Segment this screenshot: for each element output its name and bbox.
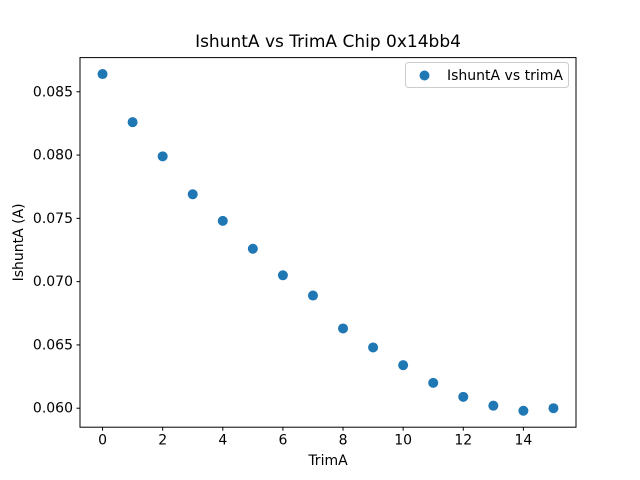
legend-box <box>405 62 569 88</box>
data-point <box>127 117 138 128</box>
data-point <box>97 69 108 80</box>
y-tick-label: 0.060 <box>33 401 73 417</box>
x-axis-label: TrimA <box>307 453 348 469</box>
data-point <box>458 391 469 402</box>
chart-title: IshuntA vs TrimA Chip 0x14bb4 <box>195 32 461 52</box>
data-point <box>247 243 258 254</box>
data-point <box>548 403 559 414</box>
legend-label: IshuntA vs trimA <box>447 68 563 84</box>
data-point <box>368 342 379 353</box>
data-point <box>277 270 288 281</box>
x-tick-label: 0 <box>98 433 107 449</box>
x-tick-label: 12 <box>454 433 472 449</box>
data-point <box>187 189 198 200</box>
data-point <box>217 215 228 226</box>
data-point <box>157 151 168 162</box>
axes-border <box>79 57 577 428</box>
x-tick-label: 4 <box>218 433 227 449</box>
x-tick-label: 10 <box>394 433 412 449</box>
x-tick-label: 2 <box>158 433 167 449</box>
y-tick-label: 0.070 <box>33 274 73 290</box>
y-tick-label: 0.085 <box>33 84 73 100</box>
data-point <box>488 400 499 411</box>
x-tick-label: 8 <box>339 433 348 449</box>
y-axis-label: IshuntA (A) <box>11 203 27 281</box>
x-tick-label: 6 <box>278 433 287 449</box>
x-tick-label: 14 <box>514 433 532 449</box>
data-point <box>307 290 318 301</box>
data-point <box>428 377 439 388</box>
data-point <box>518 405 529 416</box>
y-tick-label: 0.065 <box>33 337 73 353</box>
y-tick-label: 0.080 <box>33 148 73 164</box>
data-point <box>398 360 409 371</box>
legend: IshuntA vs trimA <box>405 62 569 88</box>
data-point <box>338 323 349 334</box>
y-tick-label: 0.075 <box>33 211 73 227</box>
dot-marker-icon <box>419 70 430 81</box>
